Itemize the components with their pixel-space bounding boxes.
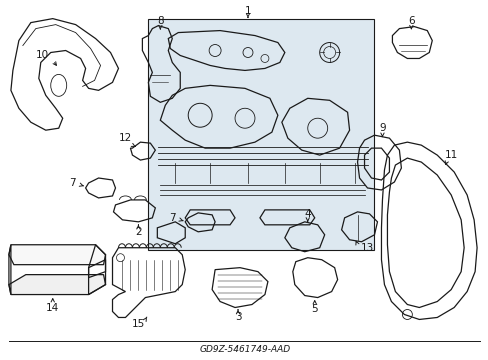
Polygon shape <box>9 245 105 265</box>
Text: 10: 10 <box>36 50 49 60</box>
Text: 9: 9 <box>378 123 385 133</box>
Text: 6: 6 <box>407 15 414 26</box>
Text: 12: 12 <box>119 133 132 143</box>
Text: 8: 8 <box>157 15 163 26</box>
Text: GD9Z-5461749-AAD: GD9Z-5461749-AAD <box>199 345 290 354</box>
Text: 7: 7 <box>69 178 76 188</box>
Text: 3: 3 <box>234 312 241 323</box>
Text: 15: 15 <box>132 319 145 329</box>
Polygon shape <box>148 19 374 250</box>
Text: 5: 5 <box>311 305 317 315</box>
Text: 14: 14 <box>46 302 59 312</box>
Polygon shape <box>9 275 105 294</box>
Text: 4: 4 <box>304 209 310 219</box>
Text: 11: 11 <box>444 150 457 160</box>
Text: 1: 1 <box>244 6 251 15</box>
Text: 13: 13 <box>360 243 373 253</box>
Text: 7: 7 <box>169 213 175 223</box>
Text: 2: 2 <box>135 227 142 237</box>
